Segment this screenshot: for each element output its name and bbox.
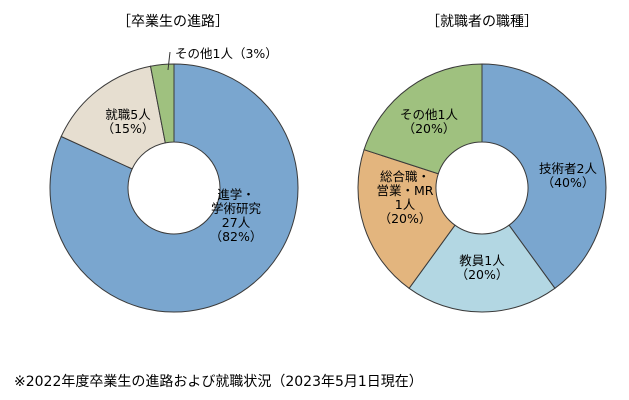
slice-label-1-0-0: 技術者2人 <box>539 161 597 176</box>
slice-0-2 <box>149 63 175 144</box>
slice-1-0 <box>481 63 607 290</box>
slice-label-1-2-1: 営業・MR <box>377 183 434 198</box>
slice-label-0-0-0: 進学・ <box>217 187 255 202</box>
slice-label-1-1-0: 教員1人 <box>459 253 505 268</box>
slice-0-0 <box>49 63 299 313</box>
footnote: ※2022年度卒業生の進路および就職状況（2023年5月1日現在） <box>14 374 423 390</box>
slice-label-1-2-0: 総合職・ <box>380 169 430 184</box>
chart-title-left: ［卒業生の進路］ <box>117 14 229 30</box>
slice-1-1 <box>408 224 556 313</box>
slice-leader-0-2 <box>167 51 171 71</box>
slice-1-2 <box>357 149 456 290</box>
slice-label-1-3-1: （20%） <box>403 121 456 136</box>
slice-label-0-1-0: 就職5人 <box>105 107 151 122</box>
slice-label-1-2-2: 1人 <box>395 197 416 212</box>
donut-chart-job-types: 技術者2人（40%）教員1人（20%）総合職・営業・MR1人（20%）その他1人… <box>357 63 607 313</box>
slice-label-1-0-1: （40%） <box>542 175 595 190</box>
slice-label-0-0-1: 学術研究 <box>211 201 262 216</box>
slice-label-1-2-3: （20%） <box>379 211 432 226</box>
slice-label-0-0-2: 27人 <box>222 215 251 230</box>
slice-label-0-0-3: （82%） <box>210 229 263 244</box>
slice-label-0-1-1: （15%） <box>102 121 155 136</box>
slice-0-1 <box>60 65 166 170</box>
slice-label-1-3-0: その他1人 <box>400 107 458 122</box>
chart-title-right: ［就職者の職種］ <box>426 14 538 30</box>
slice-label-0-2-0: その他1人（3%） <box>175 46 278 61</box>
slice-1-3 <box>363 63 483 175</box>
slice-label-1-1-1: （20%） <box>456 267 509 282</box>
